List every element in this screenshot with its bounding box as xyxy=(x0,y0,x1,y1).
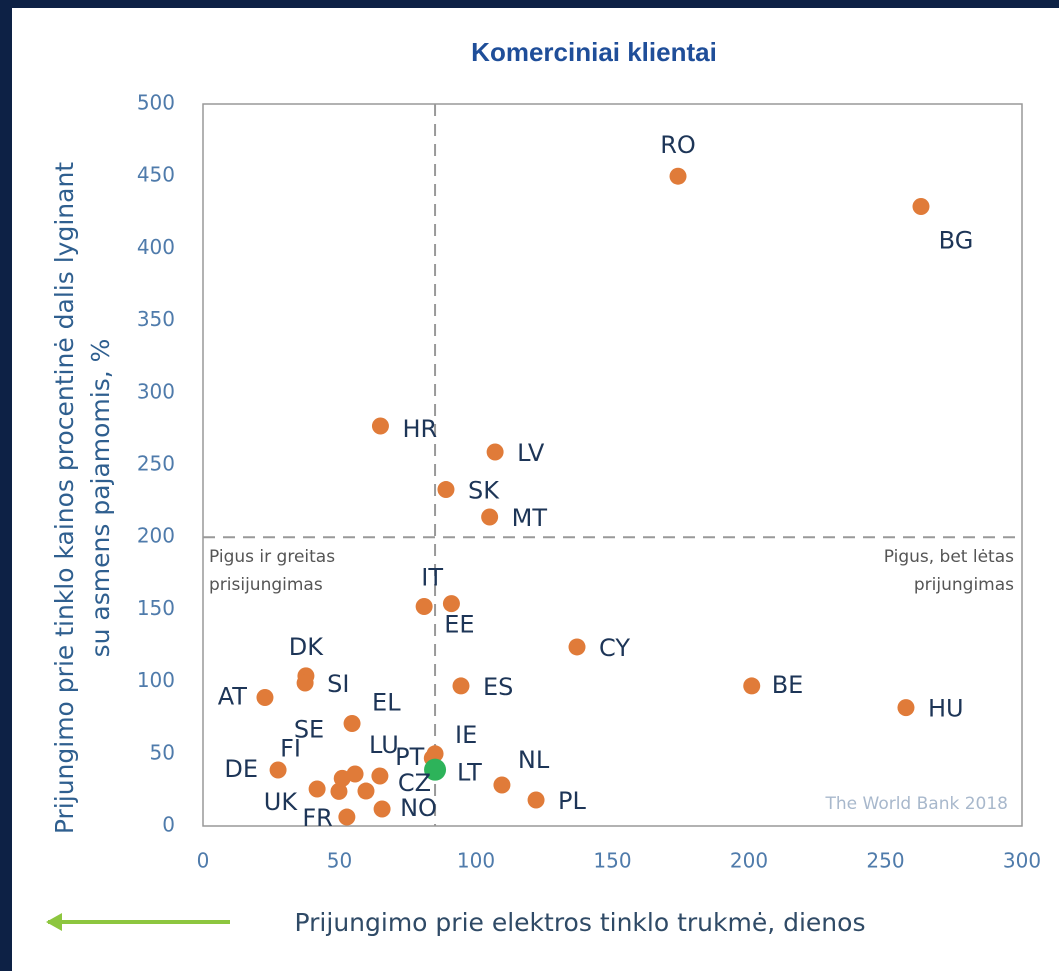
point-label: NL xyxy=(518,746,550,774)
data-point xyxy=(481,508,499,526)
x-axis-label: Prijungimo prie elektros tinklo trukmė, … xyxy=(295,908,866,937)
y-tick-label: 250 xyxy=(137,452,175,476)
y-axis-label: Prijungimo prie tinklo kainos procentinė… xyxy=(50,162,115,834)
annotation: prijungimas xyxy=(914,575,1014,595)
data-point xyxy=(527,791,545,809)
point-label: UK xyxy=(264,788,299,816)
data-point xyxy=(424,758,447,781)
annotation: Pigus, bet lėtas xyxy=(884,547,1014,567)
data-point xyxy=(568,638,586,656)
data-point xyxy=(296,674,314,692)
point-label: DE xyxy=(224,755,258,783)
arrow-head xyxy=(46,913,62,931)
data-point xyxy=(669,167,687,185)
page: Komerciniai klientai Prijungimo prie tin… xyxy=(12,8,1059,971)
data-point xyxy=(371,767,389,785)
x-tick-label: 300 xyxy=(1003,849,1041,873)
point-label: LV xyxy=(517,439,545,467)
y-tick-label: 500 xyxy=(137,91,175,115)
data-point xyxy=(452,677,470,695)
y-label-line: su asmens pajamomis, % xyxy=(86,339,115,658)
point-label: FR xyxy=(302,804,332,832)
data-point xyxy=(343,714,361,732)
point-label: CY xyxy=(599,634,630,662)
data-point xyxy=(338,808,356,826)
x-tick-label: 200 xyxy=(730,849,768,873)
point-label: EL xyxy=(372,688,401,716)
plot-area xyxy=(202,103,1023,827)
point-label: BE xyxy=(772,671,804,699)
y-tick-label: 50 xyxy=(150,740,175,764)
point-label: LU xyxy=(369,731,399,759)
point-label: MT xyxy=(512,504,548,532)
data-point xyxy=(437,481,455,499)
point-label: PL xyxy=(558,787,586,815)
data-point xyxy=(333,769,351,787)
annotation: prisijungimas xyxy=(209,575,323,595)
x-tick-label: 150 xyxy=(593,849,631,873)
data-point xyxy=(912,198,930,216)
data-point xyxy=(330,782,348,800)
data-point xyxy=(346,765,364,783)
data-point xyxy=(357,782,375,800)
x-tick-label: 50 xyxy=(327,849,352,873)
point-label: IT xyxy=(421,564,443,592)
x-tick-label: 250 xyxy=(866,849,904,873)
point-label: ES xyxy=(483,673,513,701)
point-label: IE xyxy=(455,721,477,749)
source: The World Bank 2018 xyxy=(824,794,1008,814)
point-label: BG xyxy=(939,227,974,255)
point-label: SE xyxy=(294,715,324,743)
data-point xyxy=(897,699,915,717)
y-tick-label: 0 xyxy=(162,813,175,837)
data-point xyxy=(442,595,460,613)
data-point xyxy=(415,598,433,616)
point-label: DK xyxy=(289,633,324,661)
point-label: SK xyxy=(468,477,500,505)
y-tick-label: 450 xyxy=(137,163,175,187)
point-label: SI xyxy=(327,670,349,698)
data-point xyxy=(743,677,761,695)
y-label-line: Prijungimo prie tinklo kainos procentinė… xyxy=(50,162,79,834)
point-label: HR xyxy=(402,415,437,443)
x-tick-label: 0 xyxy=(197,849,210,873)
data-point xyxy=(308,780,326,798)
point-label: PT xyxy=(395,743,424,771)
x-tick-label: 100 xyxy=(457,849,495,873)
point-label: CZ xyxy=(398,769,431,797)
y-tick-label: 350 xyxy=(137,307,175,331)
data-point xyxy=(493,776,511,794)
y-tick-label: 150 xyxy=(137,596,175,620)
point-label: LT xyxy=(457,759,482,787)
point-label: RO xyxy=(660,131,696,159)
data-point xyxy=(269,761,287,779)
data-point xyxy=(371,417,389,435)
data-point xyxy=(256,688,274,706)
data-point xyxy=(373,800,391,818)
point-label: FI xyxy=(280,734,301,762)
point-label: NO xyxy=(400,794,437,822)
chart: Komerciniai klientai Prijungimo prie tin… xyxy=(46,37,1041,937)
y-tick-label: 300 xyxy=(137,379,175,403)
annotation: Pigus ir greitas xyxy=(209,547,335,567)
y-tick-label: 400 xyxy=(137,235,175,259)
point-label: HU xyxy=(928,695,964,723)
point-label: EE xyxy=(444,611,474,639)
data-point xyxy=(486,443,504,461)
y-tick-label: 100 xyxy=(137,668,175,692)
chart-title: Komerciniai klientai xyxy=(471,37,717,67)
point-label: AT xyxy=(218,682,248,710)
y-tick-label: 200 xyxy=(137,524,175,548)
